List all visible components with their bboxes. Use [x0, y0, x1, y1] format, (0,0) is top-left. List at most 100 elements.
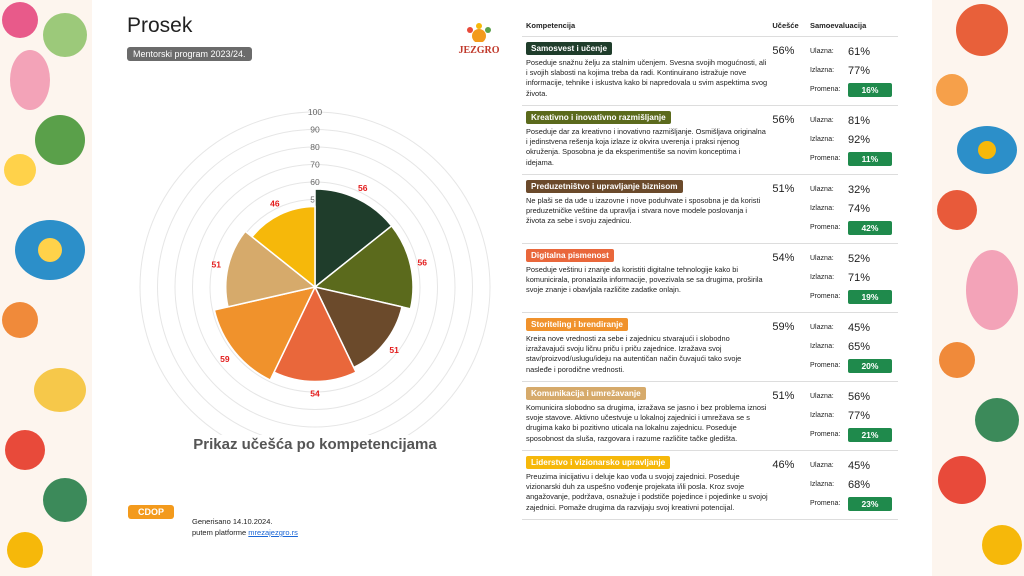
participation: 51% — [772, 390, 795, 402]
evaluation-label: Ulazna: — [809, 462, 834, 469]
evaluation-label: Promena: — [809, 155, 841, 162]
competency-cell: Digitalna pismenost Poseduje veštinu i zn… — [522, 249, 772, 306]
evaluation-label: Promena: — [809, 293, 841, 300]
evaluation-line: Ulazna: 52% — [810, 249, 898, 268]
grid-ring — [209, 181, 421, 393]
table-row: Samosvest i učenje Poseduje snažnu želju … — [522, 37, 898, 106]
competency-name: Storiteling i brendiranje — [526, 318, 628, 331]
competency-name: Samosvest i učenje — [526, 42, 612, 55]
table-body: Samosvest i učenje Poseduje snažnu želju … — [522, 37, 898, 520]
participation: 54% — [772, 252, 795, 264]
evaluation-line: Ulazna: 45% — [810, 456, 898, 475]
column-header: Učešće — [772, 20, 799, 30]
platform-link[interactable]: mrezajezgro.rs — [248, 528, 298, 537]
evaluation-value: 65% — [847, 340, 870, 353]
competency-description: Kreira nove vrednosti za sebe i zajednic… — [526, 334, 742, 374]
polar-chart: 10203040506070809010056565154595146 — [139, 107, 491, 435]
evaluation-line: Ulazna: 32% — [810, 180, 898, 199]
change-badge: 16% — [847, 82, 892, 97]
data-label: 56 — [358, 183, 368, 193]
wedge — [314, 188, 393, 289]
grid-ring — [174, 146, 456, 428]
evaluation-line: Izlazna: 71% — [810, 268, 898, 287]
competency-description: Poseduje veštinu i znanje da koristiti d… — [526, 265, 763, 295]
evaluation-label: Ulazna: — [809, 117, 834, 124]
evaluation-line: Izlazna: 77% — [810, 406, 898, 425]
r-tick-label: 60 — [310, 177, 320, 187]
competency-name: Komunikacija i umrežavanje — [526, 387, 646, 400]
evaluation-label: Ulazna: — [809, 48, 834, 55]
change-badge: 21% — [847, 427, 892, 442]
table-row: Kreativno i inovativno razmišljanje Posed… — [522, 106, 898, 175]
wedge — [313, 285, 403, 369]
self-evaluation: Ulazna: 56% Izlazna: 77% Promena: 21% — [810, 387, 898, 444]
self-evaluation: Ulazna: 52% Izlazna: 71% Promena: 19% — [810, 249, 898, 306]
evaluation-line: Promena: 16% — [810, 80, 898, 99]
table-row: Komunikacija i umrežavanje Komunicira slo… — [522, 382, 898, 451]
evaluation-line: Ulazna: 81% — [810, 111, 898, 130]
evaluation-label: Izlazna: — [809, 205, 835, 212]
wedge — [251, 205, 316, 289]
left-decoration — [0, 0, 92, 576]
table-row: Preduzetništvo i upravljanje biznisom Ne … — [522, 175, 898, 244]
data-label: 46 — [270, 199, 280, 209]
table-header: Kompetencija Učešće Samoevaluacija — [522, 14, 898, 37]
evaluation-line: Ulazna: 45% — [810, 318, 898, 337]
change-badge: 23% — [847, 496, 892, 511]
evaluation-line: Ulazna: 56% — [810, 387, 898, 406]
r-tick-label: 90 — [310, 125, 320, 135]
evaluation-value: 92% — [847, 133, 870, 146]
evaluation-line: Promena: 21% — [810, 425, 898, 444]
grid-ring — [192, 164, 438, 410]
evaluation-line: Izlazna: 92% — [810, 130, 898, 149]
logo: JEZGRO — [454, 22, 504, 56]
evaluation-value: 77% — [847, 409, 870, 422]
wedge — [213, 285, 317, 382]
evaluation-label: Ulazna: — [809, 393, 834, 400]
cdop-logo: CDOP — [128, 505, 174, 519]
competency-description: Poseduje snažnu želju za stalnim učenjem… — [526, 58, 768, 98]
evaluation-line: Izlazna: 68% — [810, 475, 898, 494]
evaluation-value: 45% — [847, 459, 870, 472]
evaluation-line: Izlazna: 77% — [810, 61, 898, 80]
competency-description: Komunicira slobodno sa drugima, izražava… — [526, 403, 767, 443]
evaluation-line: Izlazna: 65% — [810, 337, 898, 356]
participation: 56% — [772, 45, 795, 57]
evaluation-line: Promena: 11% — [810, 149, 898, 168]
evaluation-label: Promena: — [809, 431, 841, 438]
competency-description: Poseduje dar za kreativno i inovativno r… — [526, 127, 766, 167]
data-label: 51 — [389, 345, 399, 355]
evaluation-value: 56% — [847, 390, 870, 403]
evaluation-line: Izlazna: 74% — [810, 199, 898, 218]
self-evaluation: Ulazna: 45% Izlazna: 65% Promena: 20% — [810, 318, 898, 375]
competency-cell: Preduzetništvo i upravljanje biznisom Ne … — [522, 180, 772, 237]
competency-description: Preuzima inicijativu i deluje kao vođa u… — [526, 472, 768, 512]
evaluation-line: Promena: 42% — [810, 218, 898, 237]
r-tick-label: 80 — [310, 142, 320, 152]
competency-name: Kreativno i inovativno razmišljanje — [526, 111, 671, 124]
change-badge: 20% — [847, 358, 892, 373]
competency-cell: Kreativno i inovativno razmišljanje Posed… — [522, 111, 772, 168]
self-evaluation: Ulazna: 81% Izlazna: 92% Promena: 11% — [810, 111, 898, 168]
self-evaluation: Ulazna: 32% Izlazna: 74% Promena: 42% — [810, 180, 898, 237]
table-row: Digitalna pismenost Poseduje veštinu i zn… — [522, 244, 898, 313]
column-header: Kompetencija — [526, 20, 576, 30]
evaluation-label: Izlazna: — [809, 67, 835, 74]
logo-icon — [467, 23, 491, 43]
wedge — [225, 230, 317, 308]
competency-description: Ne plaši se da uđe u izazovne i nove pod… — [526, 196, 761, 226]
logo-text: JEZGRO — [458, 45, 500, 56]
wedge — [313, 224, 414, 310]
data-label: 51 — [212, 259, 222, 269]
evaluation-value: 71% — [847, 271, 870, 284]
change-badge: 11% — [847, 151, 892, 166]
evaluation-value: 81% — [847, 114, 870, 127]
evaluation-value: 68% — [847, 478, 870, 491]
data-label: 59 — [220, 354, 230, 364]
table-row: Liderstvo i vizionarsko upravljanje Preuz… — [522, 451, 898, 520]
self-evaluation: Ulazna: 61% Izlazna: 77% Promena: 16% — [810, 42, 898, 99]
platform-line: putem platforme mrezajezgro.rs — [192, 527, 298, 538]
change-badge: 19% — [847, 289, 892, 304]
evaluation-value: 32% — [847, 183, 870, 196]
evaluation-label: Izlazna: — [809, 274, 835, 281]
